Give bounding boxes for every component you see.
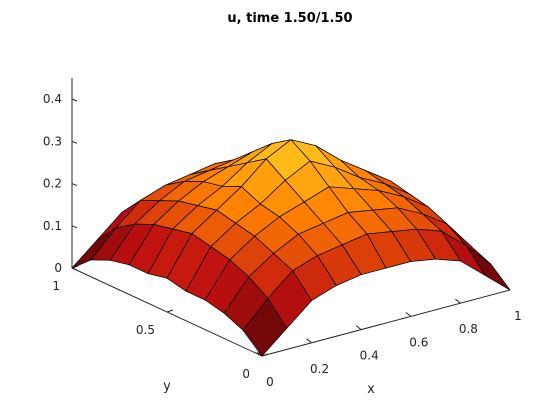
y-tick-mark (166, 309, 174, 313)
z-tick-mark (71, 98, 78, 102)
z-tick-mark (71, 225, 78, 229)
tick-labels: 0 0.1 0.2 0.3 0.4 0 0.5 1 0 0.2 0.4 0.6 0.8 1 (43, 92, 522, 389)
y-tick-label: 0.5 (136, 323, 155, 337)
z-tick-label: 0.1 (43, 219, 62, 233)
x-tick-label: 0 (266, 375, 274, 389)
chart-title: u, time 1.50/1.50 (227, 11, 352, 26)
x-tick-label: 0.4 (360, 349, 379, 363)
x-axis-label: x (367, 382, 375, 397)
z-tick-label: 0.4 (43, 92, 62, 106)
z-tick-label: 0.3 (43, 134, 62, 148)
x-tick-mark (405, 312, 412, 317)
y-tick-label: 0 (242, 367, 250, 381)
x-tick-label: 1 (514, 309, 522, 323)
x-tick-label: 0.6 (409, 335, 428, 349)
x-tick-mark (355, 325, 362, 330)
surface-face (242, 298, 288, 357)
x-tick-mark (455, 298, 461, 304)
x-tick-label: 0.2 (310, 362, 329, 376)
y-tick-label: 1 (52, 279, 60, 293)
z-tick-mark (71, 140, 78, 144)
surface-mesh (71, 139, 511, 357)
x-axis-line (261, 289, 511, 357)
z-tick-label: 0.2 (43, 177, 62, 191)
z-tick-mark (71, 183, 78, 187)
z-tick-label: 0 (54, 261, 62, 275)
x-tick-mark (306, 338, 312, 344)
x-tick-label: 0.8 (459, 322, 478, 336)
y-axis-label: y (163, 379, 171, 394)
